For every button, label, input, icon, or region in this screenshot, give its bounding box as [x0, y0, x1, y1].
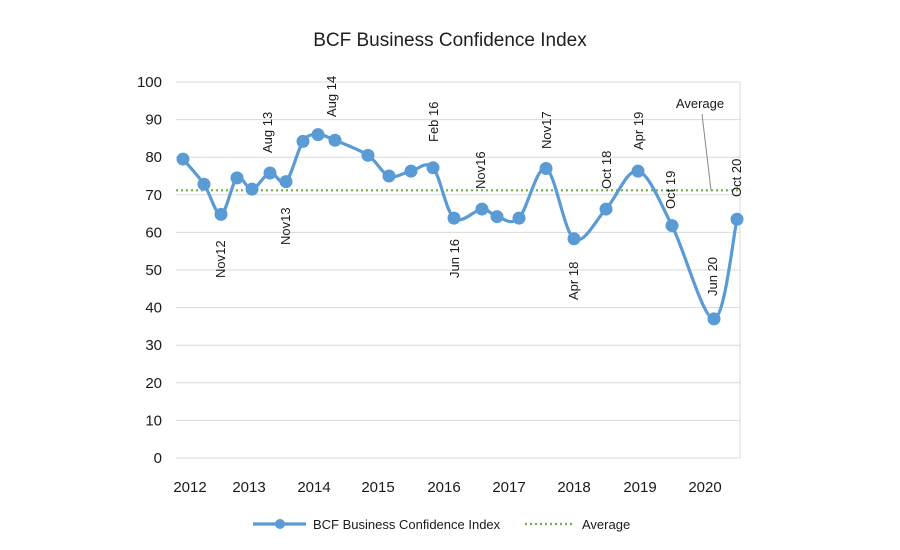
x-axis-ticks: 2012 2013 2014 2015 2016 2017 2018 2019 2020: [173, 479, 721, 496]
data-point: [539, 161, 553, 175]
data-point: [599, 202, 613, 216]
data-point: [447, 211, 461, 225]
data-point: [707, 312, 721, 326]
data-point: [263, 166, 277, 180]
y-tick-label: 50: [145, 262, 162, 279]
annotation-layer: Nov12 Aug 13 Nov13 Aug 14 Feb 16 Jun 16 Nov16 N…: [213, 76, 744, 300]
data-point: [475, 202, 489, 216]
series-points-layer: [176, 128, 744, 326]
data-point: [665, 219, 679, 233]
annotation-label: Nov17: [539, 111, 554, 149]
data-point: [426, 161, 440, 175]
y-tick-label: 80: [145, 149, 162, 166]
data-point: [382, 169, 396, 183]
data-point: [214, 207, 228, 221]
y-tick-label: 40: [145, 300, 162, 317]
legend-average-label: Average: [582, 517, 630, 532]
x-tick-label: 2020: [688, 479, 721, 496]
x-tick-label: 2019: [623, 479, 656, 496]
y-tick-label: 90: [145, 112, 162, 129]
data-point: [296, 134, 310, 148]
y-tick-label: 60: [145, 224, 162, 241]
x-tick-label: 2016: [427, 479, 460, 496]
data-point: [197, 177, 211, 191]
annotation-label: Nov12: [213, 240, 228, 278]
annotation-label: Nov13: [278, 207, 293, 245]
data-point: [176, 152, 190, 166]
grid-lines: [176, 81, 741, 459]
y-tick-label: 100: [137, 74, 162, 91]
annotation-label: Oct 19: [663, 171, 678, 209]
data-point: [328, 133, 342, 147]
series-line: [181, 133, 739, 321]
data-point: [730, 212, 744, 226]
legend: BCF Business Confidence Index Average: [253, 517, 630, 532]
data-point: [512, 211, 526, 225]
x-tick-label: 2015: [361, 479, 394, 496]
series-line-layer: [181, 133, 739, 321]
y-tick-label: 10: [145, 412, 162, 429]
data-point: [230, 171, 244, 185]
data-point: [245, 182, 259, 196]
average-callout-leader: [701, 113, 712, 191]
data-point: [404, 164, 418, 178]
x-tick-label: 2017: [492, 479, 525, 496]
annotation-label: Apr 18: [566, 262, 581, 300]
annotation-label: Nov16: [473, 151, 488, 189]
data-point: [311, 128, 325, 142]
y-tick-label: 0: [154, 450, 162, 467]
annotation-label: Feb 16: [426, 102, 441, 142]
data-point: [490, 210, 504, 224]
data-point: [631, 164, 645, 178]
annotation-label: Aug 14: [324, 76, 339, 117]
average-callout-label: Average: [676, 96, 724, 111]
y-tick-label: 70: [145, 187, 162, 204]
y-tick-label: 20: [145, 375, 162, 392]
x-tick-label: 2012: [173, 479, 206, 496]
data-point: [279, 175, 293, 189]
data-point: [567, 232, 581, 246]
chart-title: BCF Business Confidence Index: [313, 30, 587, 51]
annotation-label: Jun 20: [705, 257, 720, 296]
annotation-label: Aug 13: [260, 112, 275, 153]
x-tick-label: 2013: [232, 479, 265, 496]
legend-series-label: BCF Business Confidence Index: [313, 517, 501, 532]
data-point: [361, 148, 375, 162]
annotation-label: Apr 19: [631, 112, 646, 150]
annotation-label: Oct 18: [599, 151, 614, 189]
x-tick-label: 2014: [297, 479, 330, 496]
annotation-label: Oct 20: [729, 159, 744, 197]
legend-series-swatch-marker: [275, 519, 285, 529]
annotation-label: Jun 16: [447, 239, 462, 278]
x-tick-label: 2018: [557, 479, 590, 496]
y-axis-ticks: 0 10 20 30 40 50 60 70 80 90 100: [137, 74, 162, 467]
y-tick-label: 30: [145, 337, 162, 354]
